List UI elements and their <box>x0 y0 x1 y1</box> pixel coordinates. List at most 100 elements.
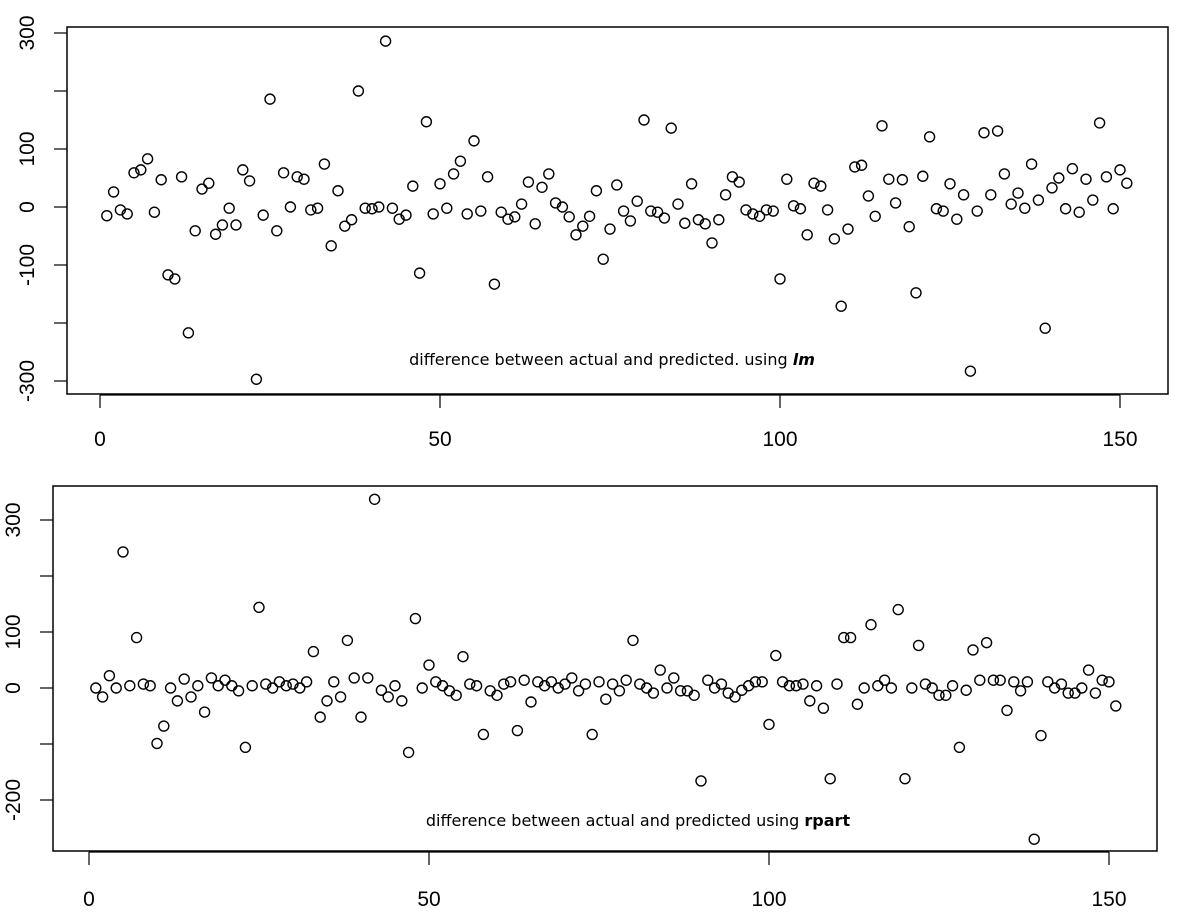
data-point <box>239 741 252 754</box>
data-point <box>504 676 517 688</box>
data-point <box>1093 117 1106 129</box>
data-point <box>291 171 303 183</box>
data-point <box>974 674 986 686</box>
data-point <box>940 689 952 701</box>
data-point <box>906 682 918 694</box>
data-point <box>230 219 242 231</box>
data-point <box>352 85 365 97</box>
data-point <box>1019 202 1031 214</box>
data-point <box>957 189 970 201</box>
data-point <box>624 215 637 227</box>
data-point <box>729 691 741 703</box>
data-point <box>216 219 229 231</box>
data-point <box>933 689 945 701</box>
data-point <box>849 161 861 173</box>
data-point <box>831 678 843 690</box>
rpart-residual-panel: difference between actual and predicted … <box>2 485 1158 911</box>
data-point <box>348 672 360 684</box>
y-tick-label: 100 <box>16 131 39 166</box>
data-point <box>862 190 875 202</box>
data-point <box>951 213 963 225</box>
data-point <box>556 201 569 213</box>
y-tick-label: 0 <box>2 682 25 694</box>
data-point <box>651 206 664 218</box>
data-point <box>518 674 530 686</box>
x-tick-label: 100 <box>762 428 797 451</box>
data-point <box>454 155 467 167</box>
data-point <box>379 35 392 47</box>
data-point <box>1008 676 1020 688</box>
data-point <box>264 93 276 105</box>
data-point <box>645 205 657 217</box>
data-point <box>855 159 868 171</box>
data-point <box>250 373 263 385</box>
data-point <box>810 680 823 692</box>
data-point <box>1082 664 1095 676</box>
data-point <box>1062 687 1074 699</box>
data-point <box>498 678 510 690</box>
data-point <box>753 210 766 222</box>
data-point <box>1080 173 1092 185</box>
data-point <box>271 225 283 237</box>
data-point <box>572 685 585 697</box>
data-point <box>1005 198 1017 210</box>
data-point <box>144 680 156 692</box>
data-point <box>373 201 385 213</box>
data-point <box>246 680 258 692</box>
data-point <box>844 631 857 644</box>
data-point <box>407 180 419 192</box>
data-point <box>280 680 292 692</box>
data-point <box>103 669 116 682</box>
data-point <box>1035 729 1047 742</box>
data-point <box>865 619 877 631</box>
data-point <box>311 202 324 214</box>
lm-residual-panel: difference between actual and predicted.… <box>16 15 1169 451</box>
data-point <box>672 198 684 210</box>
data-point <box>1103 676 1115 688</box>
data-point <box>917 170 929 182</box>
data-point <box>148 206 161 218</box>
x-tick-label: 0 <box>83 888 95 911</box>
data-point <box>128 167 140 179</box>
data-point <box>1096 674 1108 686</box>
data-point <box>209 228 222 240</box>
data-point <box>747 208 759 220</box>
data-point <box>121 208 133 220</box>
data-point <box>1073 206 1085 218</box>
data-point <box>896 174 909 186</box>
data-point <box>196 183 208 195</box>
rpart-annotation: difference between actual and predicted … <box>426 811 851 830</box>
data-point <box>699 218 711 230</box>
data-point <box>192 680 204 692</box>
data-point <box>971 205 983 217</box>
data-point <box>801 229 813 241</box>
data-point <box>828 233 841 245</box>
plot-frame <box>52 485 1158 852</box>
data-point <box>475 205 487 217</box>
x-tick-label: 0 <box>94 428 106 451</box>
data-point <box>1028 833 1040 845</box>
data-point <box>899 773 911 785</box>
data-point <box>515 198 528 210</box>
data-point <box>481 171 494 183</box>
data-point <box>413 267 426 279</box>
data-point <box>468 135 480 147</box>
data-point <box>749 676 762 688</box>
data-point <box>362 672 374 684</box>
data-point <box>151 737 163 750</box>
data-point <box>164 682 177 694</box>
data-point <box>345 214 358 226</box>
y-tick-label: 100 <box>2 614 25 649</box>
lm-annotation: difference between actual and predicted.… <box>409 350 815 369</box>
data-point <box>332 185 344 197</box>
data-point <box>994 674 1006 686</box>
data-point <box>804 695 816 707</box>
data-point <box>892 603 904 616</box>
data-point <box>563 211 575 223</box>
data-point <box>182 327 195 339</box>
data-point <box>203 177 215 189</box>
data-point <box>885 682 898 694</box>
data-point <box>243 175 256 187</box>
data-point <box>817 702 830 714</box>
data-point <box>978 127 990 139</box>
